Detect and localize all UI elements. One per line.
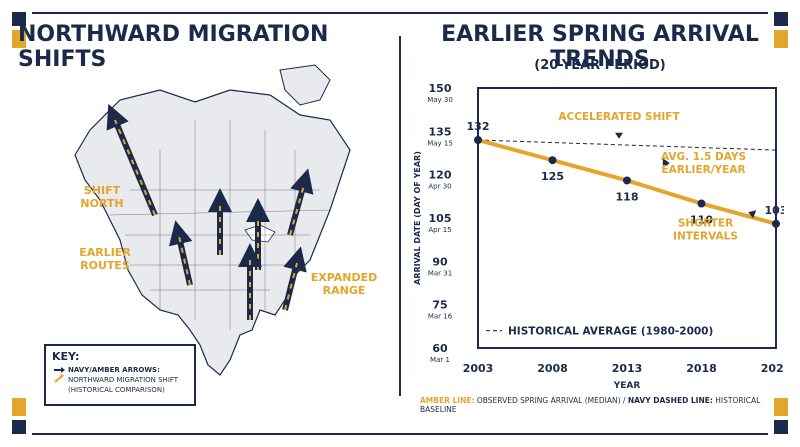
data-label: 110 [690, 214, 713, 227]
x-axis-label: YEAR [613, 381, 641, 391]
label-shift-north: SHIFT NORTH [72, 184, 132, 210]
data-point [548, 156, 557, 165]
continent-shape [74, 89, 351, 376]
north-america-map [74, 64, 351, 376]
y-tick-date: Mar 16 [428, 313, 453, 321]
map-panel-title: NORTHWARD MIGRATION SHIFTS [18, 22, 329, 72]
y-axis-label: ARRIVAL DATE (DAY OF YEAR) [413, 151, 422, 285]
annotation-avg-marker [662, 158, 670, 169]
label-shift-north-line2: NORTH [80, 197, 124, 210]
x-tick-label: 2008 [537, 362, 568, 375]
data-label: 103 [765, 204, 784, 217]
chart-subtitle: (20-YEAR PERIOD) [534, 58, 666, 73]
map-key: KEY: NAVY/AMBER ARROWS: NORTHWARD MIGRAT… [44, 344, 196, 406]
y-tick-label: 75 [432, 299, 447, 312]
key-line-3: (HISTORICAL COMPARISON) [68, 386, 165, 394]
annotation-avg-line1: AVG. 1.5 DAYS [661, 151, 746, 163]
y-tick-label: 105 [429, 212, 452, 225]
data-point [697, 199, 706, 208]
migration-arrows [106, 103, 314, 320]
y-tick-date: Apr 15 [428, 226, 451, 234]
migration-arrow-east [282, 246, 307, 311]
migration-arrow-northeast [287, 168, 314, 236]
y-tick-date: May 30 [427, 96, 453, 104]
historical-baseline-line [477, 139, 777, 151]
label-earlier-routes: EARLIER ROUTES [72, 246, 138, 272]
annotation-accelerated-shift: ACCELERATED SHIFT [558, 111, 680, 123]
annotation-shorter-line1: SHORTER [678, 218, 733, 230]
chart-footnote: AMBER LINE: OBSERVED SPRING ARRIVAL (MED… [420, 396, 780, 414]
label-earlier-routes-line1: EARLIER [79, 246, 131, 259]
label-earlier-routes-line2: ROUTES [80, 259, 130, 272]
key-title: KEY: [52, 350, 80, 363]
x-tick-label: 2023 [761, 362, 784, 375]
y-tick-date: May 15 [427, 139, 453, 147]
data-point [474, 136, 482, 144]
key-line-2: NORTHWARD MIGRATION SHIFT [68, 376, 179, 384]
chart-title: EARLIER SPRING ARRIVAL TRENDS [441, 22, 759, 72]
label-shift-north-line1: SHIFT [83, 184, 121, 197]
greenland-shape [279, 64, 331, 106]
y-tick-label: 60 [432, 342, 448, 355]
label-expanded-range-line2: RANGE [322, 284, 366, 297]
migration-arrow-northwest [106, 103, 158, 217]
y-tick-label: 90 [432, 255, 448, 268]
annotation-avg-line2: EARLIER/YEAR [661, 164, 745, 176]
frame-bottom-line [32, 433, 768, 435]
annotation-shorter-marker [748, 210, 757, 219]
data-label: 118 [616, 190, 639, 203]
footnote-navy-label: NAVY DASHED LINE: [627, 396, 713, 405]
y-tick-label: 120 [429, 169, 452, 182]
y-tick-label: 150 [429, 82, 452, 95]
frame-top-line [32, 12, 768, 14]
x-tick-label: 2018 [686, 362, 717, 375]
x-tick-label: 2003 [463, 362, 494, 375]
footnote-amber-label: AMBER LINE: [420, 396, 475, 405]
panel-divider [399, 36, 401, 396]
data-label: 132 [467, 120, 490, 133]
x-tick-label: 2013 [612, 362, 643, 375]
label-expanded-range-line1: EXPANDED [310, 271, 378, 284]
data-point [772, 219, 780, 228]
y-tick-date: Mar 31 [428, 269, 452, 277]
key-line-1: NAVY/AMBER ARROWS: [68, 366, 160, 374]
footnote-amber-text: OBSERVED SPRING ARRIVAL (MEDIAN) / [474, 396, 628, 405]
y-tick-date: Mar 1 [430, 356, 450, 364]
footnote-navy-text: HISTORICAL BASELINE [420, 396, 761, 414]
plot-frame [477, 87, 777, 349]
data-point [623, 176, 631, 185]
data-label: 125 [541, 170, 564, 183]
y-tick-date: Apr 30 [428, 183, 451, 191]
annotation-shorter-line2: INTERVALS [673, 231, 738, 243]
migration-arrow-west-central [168, 220, 193, 286]
y-tick-label: 135 [429, 125, 452, 138]
key-arrow-icon [54, 367, 65, 383]
label-expanded-range: EXPANDED RANGE [306, 271, 382, 297]
annotation-accelerated-marker [615, 132, 623, 139]
baseline-legend-label: HISTORICAL AVERAGE (1980-2000) [508, 326, 713, 338]
